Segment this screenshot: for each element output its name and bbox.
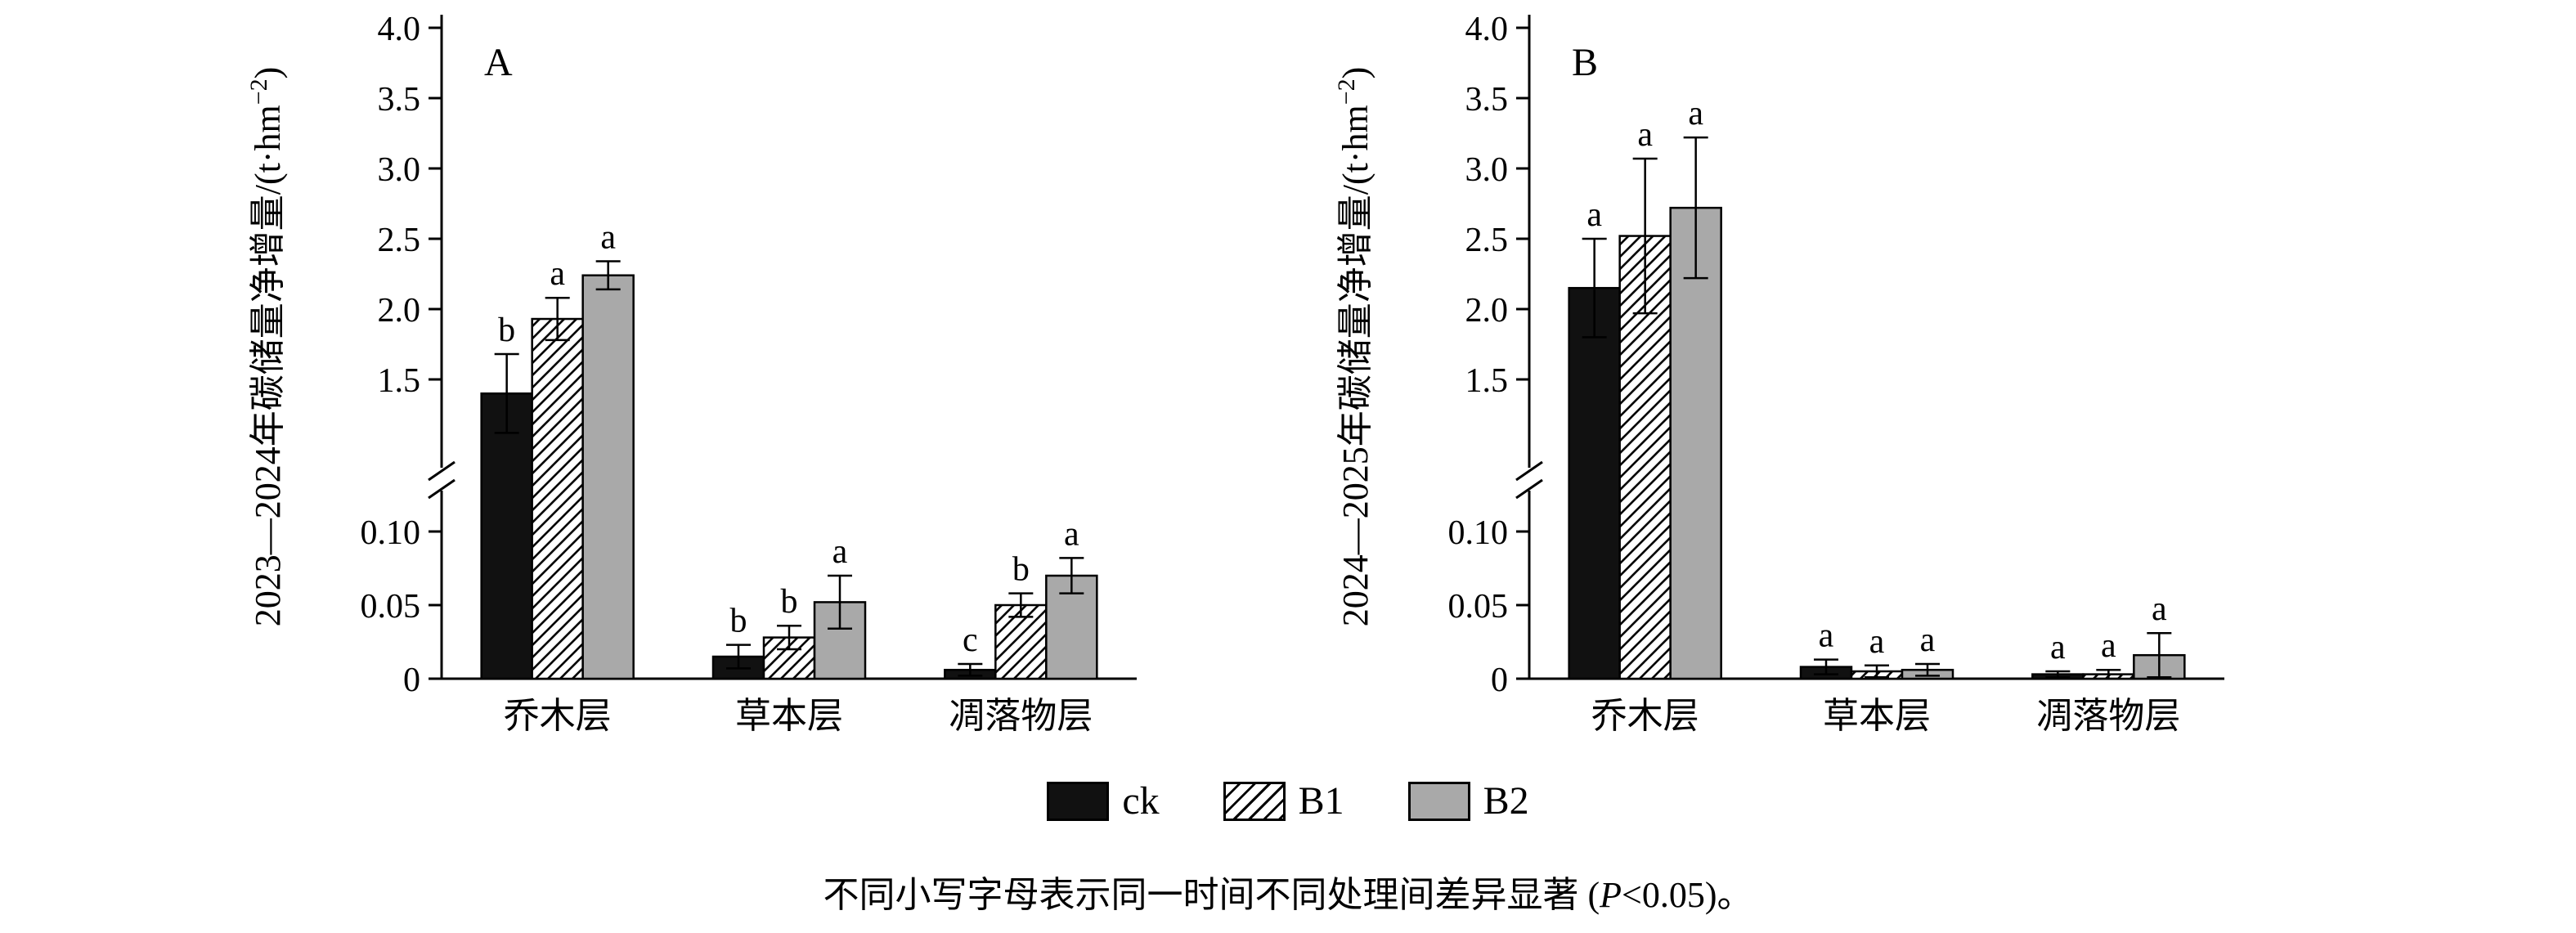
y-tick-label: 4.0 — [378, 11, 421, 48]
sig-letter: a — [1586, 196, 1602, 234]
y-axis-label: 2023—2024年碳储量净增量/(t·hm−2) — [245, 67, 288, 627]
y-axis-label: 2024—2025年碳储量净增量/(t·hm−2) — [1333, 67, 1376, 627]
bar-chart-svg: 0 0.05 0.10 1.5 2.0 2.5 3.0 3.5 4.0 2023—2024年碳储量… — [245, 11, 2224, 736]
footnote-prefix: 不同小写字母表示同一时间不同处理间差异显著 ( — [823, 875, 1600, 915]
sig-letter: a — [1064, 515, 1079, 553]
sig-letter: a — [2101, 627, 2116, 665]
sig-letter: b — [781, 583, 798, 621]
legend-label-b2: B2 — [1483, 779, 1529, 823]
sig-letter: a — [1637, 116, 1653, 154]
x-category-label: 草本层 — [1823, 696, 1931, 736]
sig-letter: a — [2152, 590, 2167, 628]
sig-letter: a — [832, 533, 848, 571]
axis-break-mark — [1515, 460, 1543, 482]
sig-letter: a — [1819, 617, 1834, 655]
panel-B: 0 0.05 0.10 1.5 2.0 2.5 3.0 3.5 4.0 2024—2025年碳储量… — [1333, 11, 2224, 736]
sig-letter: a — [600, 219, 616, 257]
legend-label-b1: B1 — [1298, 779, 1344, 823]
bar-B2 — [581, 274, 635, 680]
legend-item-b2: B2 — [1407, 778, 1529, 823]
y-tick-label: 3.0 — [1465, 151, 1509, 189]
x-category-label: 凋落物层 — [949, 696, 1093, 736]
y-tick-label: 3.0 — [378, 151, 421, 189]
y-tick-label: 0.05 — [1448, 588, 1509, 626]
y-tick-label: 0 — [1491, 662, 1508, 699]
y-tick-label: 0.10 — [361, 514, 421, 552]
footnote-suffix: <0.05)。 — [1622, 875, 1753, 915]
panel-letter: B — [1572, 41, 1598, 84]
bar-B2 — [1669, 206, 1722, 680]
y-tick-label: 1.5 — [378, 362, 421, 400]
axis-break-mark — [1515, 478, 1543, 500]
legend-swatch-b2 — [1407, 781, 1470, 821]
y-tick-label: 0.10 — [1448, 514, 1509, 552]
bar-B1 — [531, 317, 584, 680]
y-tick-label: 0.05 — [361, 588, 421, 626]
legend-item-b1: B1 — [1223, 778, 1344, 823]
axis-break-mark — [428, 460, 456, 482]
x-category-label: 乔木层 — [1591, 696, 1699, 736]
y-tick-label: 2.5 — [378, 222, 421, 259]
sig-letter: b — [498, 312, 515, 349]
y-tick-label: 0 — [403, 662, 420, 699]
x-category-label: 凋落物层 — [2036, 696, 2180, 736]
legend-swatch-ck — [1047, 781, 1110, 821]
sig-letter: a — [1688, 95, 1703, 132]
legend: ck B1 B2 — [0, 778, 2576, 823]
panel-letter: A — [484, 41, 513, 84]
axis-break-mark — [428, 478, 456, 500]
legend-item-ck: ck — [1047, 778, 1160, 823]
y-tick-label: 2.0 — [378, 292, 421, 330]
x-category-label: 乔木层 — [504, 696, 612, 736]
y-tick-label: 1.5 — [1465, 362, 1509, 400]
footnote: 不同小写字母表示同一时间不同处理间差异显著 (P<0.05)。 — [0, 865, 2576, 917]
y-tick-label: 3.5 — [1465, 81, 1509, 119]
bar-ck — [480, 392, 533, 680]
sig-letter: a — [2050, 629, 2066, 666]
legend-swatch-b1 — [1223, 781, 1286, 821]
y-tick-label: 2.5 — [1465, 222, 1509, 259]
footnote-p-symbol: P — [1600, 875, 1622, 915]
sig-letter: b — [730, 603, 747, 640]
sig-letter: a — [1869, 623, 1885, 661]
sig-letter: b — [1012, 551, 1030, 589]
y-tick-label: 3.5 — [378, 81, 421, 119]
legend-label-ck: ck — [1122, 779, 1160, 823]
bar-ck — [1568, 286, 1621, 680]
x-category-label: 草本层 — [735, 696, 843, 736]
sig-letter: a — [1920, 621, 1936, 659]
y-tick-label: 4.0 — [1465, 11, 1509, 48]
panel-A: 0 0.05 0.10 1.5 2.0 2.5 3.0 3.5 4.0 2023—2024年碳储量… — [245, 11, 1137, 736]
y-tick-label: 2.0 — [1465, 292, 1509, 330]
sig-letter: c — [963, 621, 978, 659]
sig-letter: a — [550, 255, 565, 293]
